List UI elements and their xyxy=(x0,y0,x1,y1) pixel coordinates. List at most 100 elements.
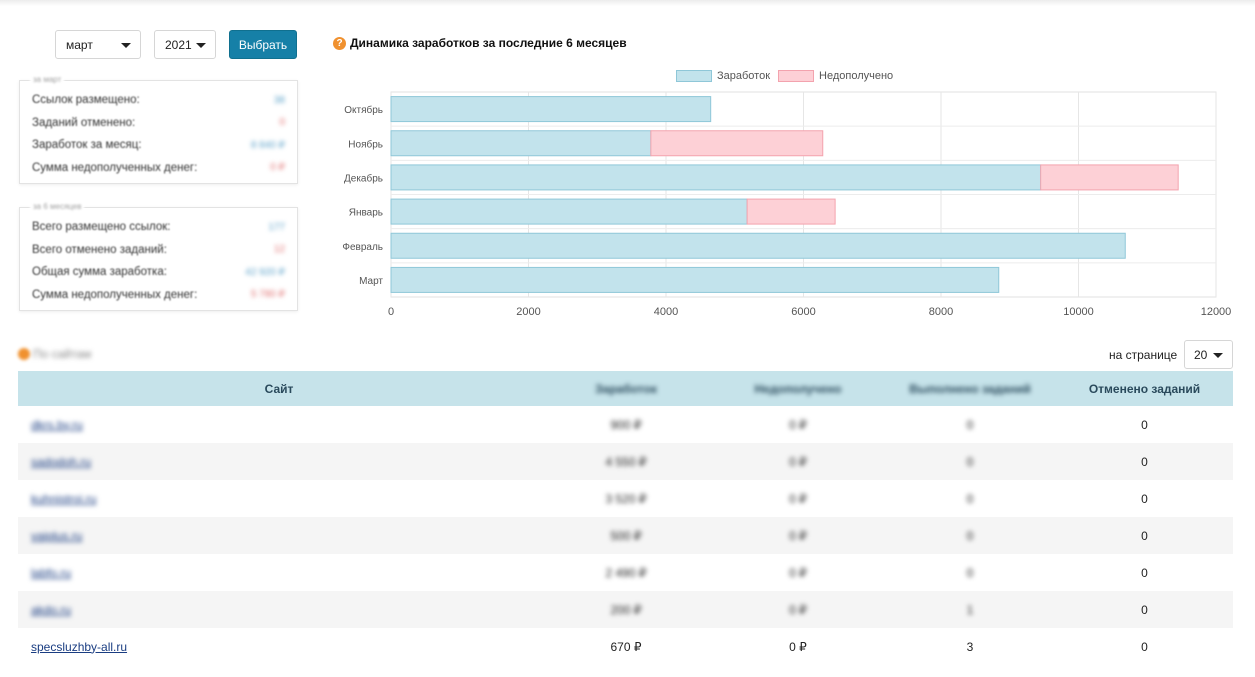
cell-done-text: 0 xyxy=(966,491,974,506)
month-select-value: март xyxy=(66,37,93,52)
cell-site[interactable]: vaiplus.ru xyxy=(18,517,540,554)
cell-earned-text: 4 550 ₽ xyxy=(605,454,647,469)
bar-earned xyxy=(390,96,712,123)
stat-label: Всего отменено заданий: xyxy=(32,243,167,256)
apply-button[interactable]: Выбрать xyxy=(229,30,297,59)
cell-done: 3 xyxy=(884,628,1056,665)
cell-site[interactable]: labfo.ru xyxy=(18,554,540,591)
cell-done: 1 xyxy=(884,591,1056,628)
stat-value: 8 840 ₽ xyxy=(250,139,285,151)
stat-label: Заданий отменено: xyxy=(32,116,136,129)
y-tick-label: Декабрь xyxy=(344,172,383,184)
cell-missed: 0 ₽ xyxy=(712,591,884,628)
bar-earned xyxy=(390,164,1042,191)
y-tick-label: Ноябрь xyxy=(348,138,383,150)
stat-row: Сумма недополученных денег: 0 ₽ xyxy=(32,157,285,180)
x-tick-label: 4000 xyxy=(654,306,678,318)
site-link[interactable]: specsluzhby-all.ru xyxy=(31,639,128,654)
help-icon[interactable]: ? xyxy=(333,36,346,50)
cell-missed-text: 0 ₽ xyxy=(789,417,807,432)
cell-site[interactable]: akdo.ru xyxy=(18,591,540,628)
cell-earned: 200 ₽ xyxy=(540,591,712,628)
stats-month-box: за март Ссылок размещено: 38 Заданий отмен… xyxy=(19,75,298,184)
cell-missed: 0 ₽ xyxy=(712,554,884,591)
month-select[interactable]: март xyxy=(55,30,141,59)
cell-cancelled-text: 0 xyxy=(1141,565,1148,580)
bar-earned xyxy=(390,130,652,157)
chart-legend: Заработок Недополучено xyxy=(676,70,901,82)
cell-done-text: 1 xyxy=(966,602,974,617)
per-page-select[interactable]: 20 xyxy=(1184,340,1233,369)
col-header-done[interactable]: Выполнено заданий xyxy=(884,371,1056,406)
legend-item-missed[interactable]: Недополучено xyxy=(778,70,893,82)
y-tick-label: Октябрь xyxy=(344,104,383,116)
year-select[interactable]: 2021 xyxy=(154,30,216,59)
chart-title: ? Динамика заработков за последние 6 мес… xyxy=(333,36,627,50)
cell-earned: 3 520 ₽ xyxy=(540,480,712,517)
stat-label: Общая сумма заработка: xyxy=(32,266,167,279)
site-link[interactable]: kuhnistroi.ru xyxy=(31,491,97,506)
site-link[interactable]: akdo.ru xyxy=(31,602,72,617)
bar-earned xyxy=(390,198,748,225)
stat-row: Сумма недополученных денег: 5 780 ₽ xyxy=(32,284,285,307)
cell-site[interactable]: kuhnistroi.ru xyxy=(18,480,540,517)
bar-missed xyxy=(1040,164,1179,191)
y-tick-label: Январь xyxy=(349,208,383,219)
bar-missed xyxy=(650,130,824,157)
help-icon xyxy=(18,348,30,360)
cell-earned: 2 490 ₽ xyxy=(540,554,712,591)
col-header-missed[interactable]: Недополучено xyxy=(712,371,884,406)
cell-site[interactable]: dkrs.by.ru xyxy=(18,406,540,443)
cell-cancelled: 0 xyxy=(1056,406,1233,443)
table-row: sadodoh.ru 4 550 ₽ 0 ₽ 0 0 xyxy=(18,443,1233,480)
cell-site[interactable]: specsluzhby-all.ru xyxy=(18,628,540,665)
cell-done: 0 xyxy=(884,554,1056,591)
legend-label-earned: Заработок xyxy=(717,70,771,82)
cell-missed: 0 ₽ xyxy=(712,443,884,480)
cell-earned: 500 ₽ xyxy=(540,517,712,554)
cell-done-text: 0 xyxy=(966,565,974,580)
cell-site[interactable]: sadodoh.ru xyxy=(18,443,540,480)
cell-missed-text: 0 ₽ xyxy=(789,528,807,543)
cell-cancelled-text: 0 xyxy=(1141,528,1148,543)
chevron-down-icon xyxy=(1213,353,1223,358)
x-tick-label: 12000 xyxy=(1201,306,1232,318)
stat-value: 5 780 ₽ xyxy=(250,289,285,301)
stat-row: Ссылок размещено: 38 xyxy=(32,89,285,112)
cell-cancelled: 0 xyxy=(1056,517,1233,554)
table-row: vaiplus.ru 500 ₽ 0 ₽ 0 0 xyxy=(18,517,1233,554)
cell-done: 0 xyxy=(884,406,1056,443)
x-tick-label: 2000 xyxy=(516,306,540,318)
cell-cancelled-text: 0 xyxy=(1141,454,1148,469)
col-header-site[interactable]: Сайт xyxy=(18,371,540,406)
cell-cancelled: 0 xyxy=(1056,443,1233,480)
legend-item-earned[interactable]: Заработок xyxy=(676,70,770,82)
stats-month-legend: за март xyxy=(30,75,65,84)
table-row: specsluzhby-all.ru 670 ₽ 0 ₽ 3 0 xyxy=(18,628,1233,665)
site-link[interactable]: sadodoh.ru xyxy=(31,454,92,469)
chart-title-text: Динамика заработков за последние 6 месяц… xyxy=(350,36,627,50)
stat-label: Сумма недополученных денег: xyxy=(32,161,198,174)
site-link[interactable]: vaiplus.ru xyxy=(31,528,83,543)
site-link[interactable]: labfo.ru xyxy=(31,565,72,580)
cell-cancelled: 0 xyxy=(1056,554,1233,591)
cell-done: 0 xyxy=(884,443,1056,480)
cell-missed: 0 ₽ xyxy=(712,628,884,665)
bar-missed xyxy=(746,198,836,225)
table-header-row: Сайт Заработок Недополучено Выполнено за… xyxy=(18,371,1233,406)
stat-row: Всего отменено заданий: 12 xyxy=(32,239,285,262)
earnings-bar-chart: 0 2000 4000 6000 8000 10000 12000 Октябрь Ноябрь… xyxy=(342,91,1232,318)
stat-value: 42 920 ₽ xyxy=(245,266,285,278)
stat-value: 12 xyxy=(273,244,285,256)
cell-done-text: 3 xyxy=(966,639,974,654)
site-link[interactable]: dkrs.by.ru xyxy=(31,417,83,432)
stat-value: 38 xyxy=(273,94,285,106)
stat-value: 177 xyxy=(268,221,285,233)
bar-earned xyxy=(390,232,1126,259)
chevron-down-icon xyxy=(196,43,206,48)
col-header-earned[interactable]: Заработок xyxy=(540,371,712,406)
cell-earned-text: 2 490 ₽ xyxy=(605,565,647,580)
stat-label: Всего размещено ссылок: xyxy=(32,221,171,234)
col-header-cancelled[interactable]: Отменено заданий xyxy=(1056,371,1233,406)
cell-earned-text: 670 ₽ xyxy=(610,639,642,654)
